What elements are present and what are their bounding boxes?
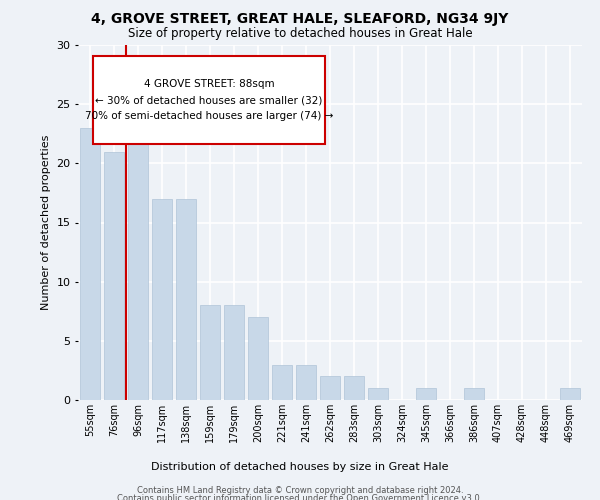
Bar — [224, 306, 244, 400]
Bar — [272, 364, 292, 400]
Bar — [248, 317, 268, 400]
Bar — [128, 140, 148, 400]
Bar — [320, 376, 340, 400]
Bar — [560, 388, 580, 400]
Text: Contains public sector information licensed under the Open Government Licence v3: Contains public sector information licen… — [118, 494, 482, 500]
Bar — [80, 128, 100, 400]
Bar — [296, 364, 316, 400]
Bar — [416, 388, 436, 400]
Bar — [104, 152, 124, 400]
Text: 4, GROVE STREET, GREAT HALE, SLEAFORD, NG34 9JY: 4, GROVE STREET, GREAT HALE, SLEAFORD, N… — [91, 12, 509, 26]
Text: Size of property relative to detached houses in Great Hale: Size of property relative to detached ho… — [128, 28, 472, 40]
Bar — [464, 388, 484, 400]
FancyBboxPatch shape — [93, 56, 325, 144]
Text: Distribution of detached houses by size in Great Hale: Distribution of detached houses by size … — [151, 462, 449, 472]
Text: Contains HM Land Registry data © Crown copyright and database right 2024.: Contains HM Land Registry data © Crown c… — [137, 486, 463, 495]
Text: 4 GROVE STREET: 88sqm
← 30% of detached houses are smaller (32)
70% of semi-deta: 4 GROVE STREET: 88sqm ← 30% of detached … — [85, 78, 333, 122]
Bar — [368, 388, 388, 400]
Bar — [152, 199, 172, 400]
Bar — [200, 306, 220, 400]
Bar — [176, 199, 196, 400]
Bar — [344, 376, 364, 400]
Y-axis label: Number of detached properties: Number of detached properties — [41, 135, 50, 310]
